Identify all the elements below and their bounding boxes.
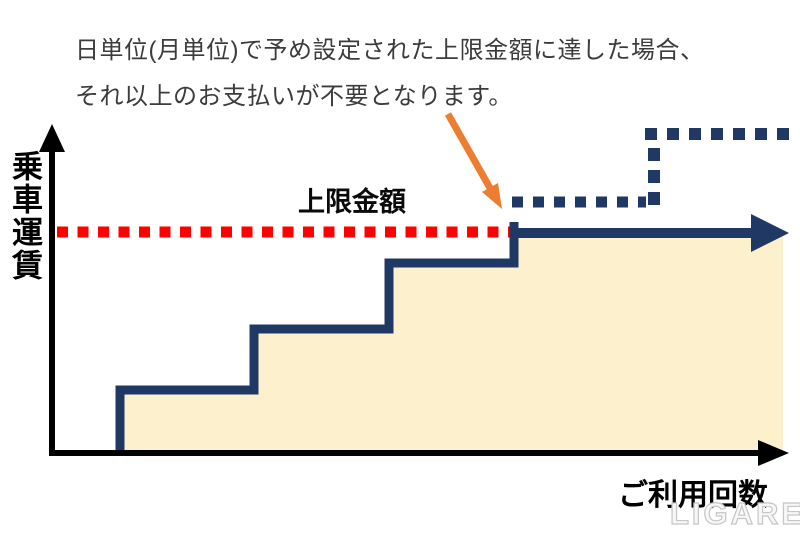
fare-step-line: [115, 222, 519, 456]
cap-arrow-head: [751, 214, 789, 252]
cap-line-label: 上限金額: [298, 187, 406, 217]
paid-area-fill: [124, 237, 783, 450]
y-axis-label: 乗車運賃: [7, 150, 42, 282]
annotation-line1: 日単位(月単位)で予め設定された上限金額に達した場合、: [75, 37, 705, 64]
x-axis-arrow-icon: [758, 440, 789, 466]
annotation-text: 日単位(月単位)で予め設定された上限金額に達した場合、 それ以上のお支払いが不要…: [75, 28, 704, 120]
callout-arrow-head: [482, 183, 502, 209]
ligare-watermark: LIGARE: [669, 495, 800, 531]
x-axis-label: ご利用回数: [618, 479, 768, 512]
y-axis-arrow-icon: [39, 124, 65, 152]
callout-arrow-line: [444, 112, 494, 190]
annotation-line2: それ以上のお支払いが不要となります。: [75, 83, 513, 110]
